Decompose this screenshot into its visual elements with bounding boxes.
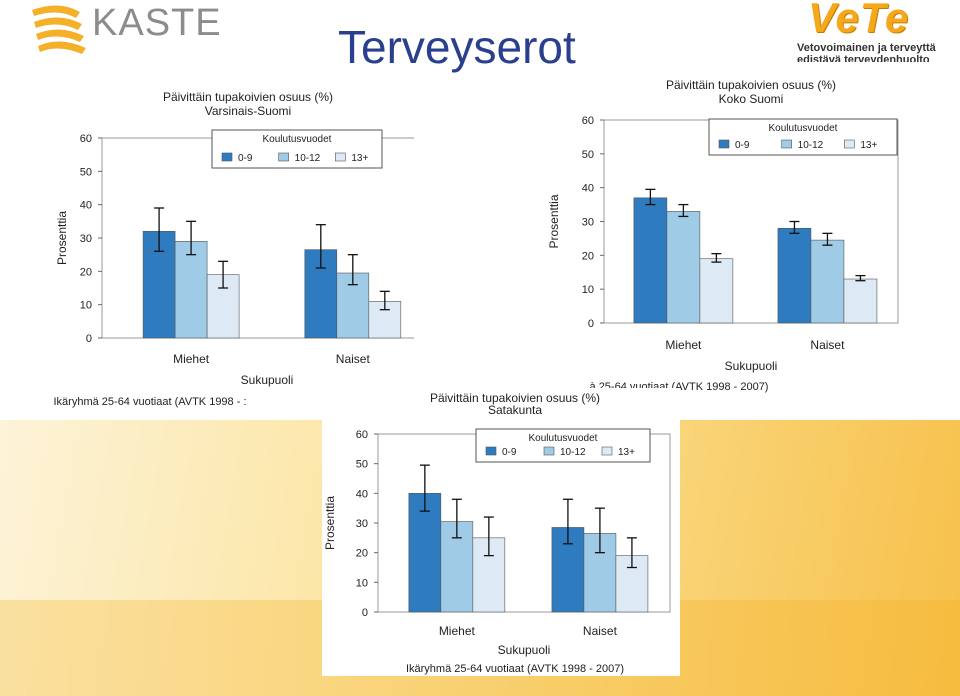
bar-0-9-Miehet bbox=[633, 197, 668, 324]
legend-box bbox=[475, 428, 651, 463]
bar-10-12-Miehet bbox=[174, 241, 208, 339]
x-category-label: Naiset bbox=[336, 352, 371, 366]
legend-label: 0-9 bbox=[238, 153, 253, 164]
chart-subtitle: Satakunta bbox=[488, 403, 542, 417]
legend-swatch-0-9 bbox=[718, 139, 730, 149]
chart-svg: Päivittäin tupakoivien osuus (%)Koko Suo… bbox=[547, 78, 899, 393]
chart-title: Päivittäin tupakoivien osuus (%) bbox=[666, 78, 836, 92]
bar-10-12-Naiset bbox=[810, 239, 845, 324]
legend-swatch-10-12 bbox=[781, 139, 792, 149]
vete-tagline-line1: Vetovoimainen ja terveyttä bbox=[797, 42, 936, 54]
x-category-label: Naiset bbox=[810, 338, 845, 352]
legend-title: Koulutusvuodet bbox=[263, 134, 332, 145]
y-tick-label: 20 bbox=[356, 548, 368, 560]
chart-koko-suomi: Päivittäin tupakoivien osuus (%) Koko Suo… bbox=[546, 72, 924, 402]
legend-title: Koulutusvuodet bbox=[529, 433, 598, 444]
chart-svg: Päivittäin tupakoivien osuus (%)Varsinai… bbox=[54, 90, 414, 408]
y-tick-label: 50 bbox=[80, 166, 92, 178]
x-axis-label: Sukupuoli bbox=[241, 373, 294, 387]
y-tick-label: 60 bbox=[356, 429, 368, 441]
legend-label: 13+ bbox=[351, 153, 368, 164]
y-tick-label: 30 bbox=[582, 217, 594, 229]
chart-satakunta: Päivittäin tupakoivien osuus (%) Satakunt… bbox=[322, 388, 680, 676]
vete-logo: VeTe bbox=[808, 0, 910, 41]
y-tick-label: 50 bbox=[582, 149, 594, 161]
y-tick-label: 0 bbox=[86, 333, 92, 345]
x-category-label: Miehet bbox=[665, 338, 702, 352]
y-tick-label: 30 bbox=[356, 518, 368, 530]
bar-13+-Miehet bbox=[699, 258, 734, 324]
kaste-sun-icon bbox=[32, 5, 86, 54]
vete-tagline: Vetovoimainen ja terveyttä edistävä terv… bbox=[797, 42, 960, 62]
legend-label: 10-12 bbox=[560, 447, 586, 458]
chart-title: Päivittäin tupakoivien osuus (%) bbox=[430, 391, 600, 405]
kaste-wordmark: KASTE bbox=[92, 2, 222, 44]
chart-subtitle: Koko Suomi bbox=[719, 92, 784, 106]
chart-varsinais-suomi: Päivittäin tupakoivien osuus (%) Varsinai… bbox=[52, 74, 414, 412]
y-tick-label: 30 bbox=[80, 233, 92, 245]
y-tick-label: 10 bbox=[80, 300, 92, 312]
legend-label: 0-9 bbox=[502, 447, 517, 458]
y-tick-label: 40 bbox=[582, 183, 594, 195]
y-tick-label: 50 bbox=[356, 459, 368, 471]
y-tick-label: 40 bbox=[356, 488, 368, 500]
legend-swatch-10-12 bbox=[278, 152, 289, 162]
y-tick-label: 60 bbox=[80, 133, 92, 145]
vete-tagline-line2: edistävä terveydenhuolto bbox=[797, 54, 930, 62]
legend-box bbox=[211, 129, 383, 169]
y-tick-label: 0 bbox=[588, 318, 594, 330]
x-category-label: Naiset bbox=[583, 624, 618, 638]
legend-label: 13+ bbox=[618, 447, 635, 458]
legend-swatch-13+ bbox=[335, 152, 346, 162]
y-axis-label: Prosenttia bbox=[323, 496, 337, 550]
bar-0-9-Naiset bbox=[777, 227, 812, 324]
y-tick-label: 10 bbox=[582, 284, 594, 296]
y-axis-label: Prosenttia bbox=[55, 211, 69, 265]
legend-label: 13+ bbox=[860, 140, 877, 151]
legend-swatch-0-9 bbox=[485, 446, 497, 456]
legend-box bbox=[708, 118, 898, 156]
y-tick-label: 0 bbox=[362, 607, 368, 619]
page-title: Terveyserot bbox=[338, 21, 576, 73]
y-tick-label: 40 bbox=[80, 200, 92, 212]
x-axis-label: Sukupuoli bbox=[498, 643, 551, 657]
chart-footnote: Ikäryhmä 25-64 vuotiaat (AVTK 1998 - : bbox=[54, 396, 247, 408]
legend-title: Koulutusvuodet bbox=[769, 123, 838, 134]
chart-title: Päivittäin tupakoivien osuus (%) bbox=[163, 90, 333, 104]
x-category-label: Miehet bbox=[439, 624, 476, 638]
legend-swatch-0-9 bbox=[221, 152, 233, 162]
chart-svg: Päivittäin tupakoivien osuus (%)Satakunt… bbox=[323, 391, 671, 675]
legend-swatch-13+ bbox=[601, 446, 613, 456]
legend-swatch-10-12 bbox=[543, 446, 555, 456]
y-tick-label: 60 bbox=[582, 115, 594, 127]
y-tick-label: 20 bbox=[582, 250, 594, 262]
chart-footnote: Ikäryhmä 25-64 vuotiaat (AVTK 1998 - 200… bbox=[406, 663, 624, 675]
y-axis-label: Prosenttia bbox=[547, 194, 561, 248]
bar-13+-Naiset bbox=[843, 278, 878, 324]
legend-swatch-13+ bbox=[844, 139, 855, 149]
bar-0-9-Miehet bbox=[408, 493, 442, 613]
legend-label: 10-12 bbox=[798, 140, 824, 151]
y-tick-label: 10 bbox=[356, 577, 368, 589]
bar-0-9-Naiset bbox=[304, 249, 338, 339]
chart-subtitle: Varsinais-Suomi bbox=[205, 104, 291, 118]
kaste-logo: KASTE bbox=[30, 2, 230, 58]
legend-label: 10-12 bbox=[295, 153, 321, 164]
y-tick-label: 20 bbox=[80, 266, 92, 278]
legend-label: 0-9 bbox=[735, 140, 750, 151]
x-category-label: Miehet bbox=[173, 352, 210, 366]
x-axis-label: Sukupuoli bbox=[725, 359, 778, 373]
bar-10-12-Miehet bbox=[666, 211, 701, 324]
